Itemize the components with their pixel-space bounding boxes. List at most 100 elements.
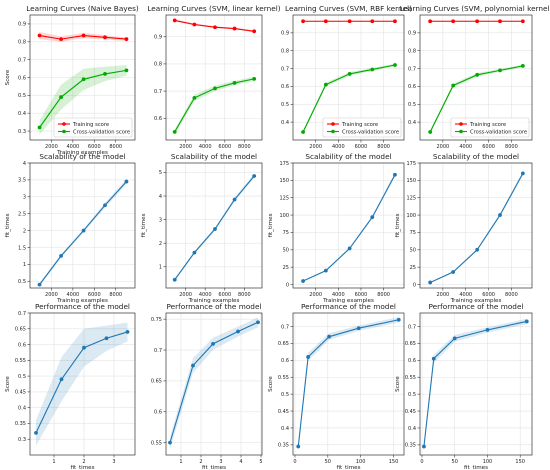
data-point [520, 19, 525, 24]
confidence-band [174, 76, 255, 135]
data-point [370, 215, 375, 220]
data-point [252, 174, 257, 178]
data-point [124, 68, 129, 73]
legend-label: Cross-validation score [470, 129, 527, 135]
data-point [428, 130, 433, 134]
data-point [211, 341, 215, 346]
confidence-band [430, 171, 523, 283]
data-point [103, 203, 107, 208]
y-axis-label: fit_times [268, 213, 274, 237]
y-axis-label: Score [268, 376, 274, 392]
x-tick-label: 150 [389, 459, 399, 465]
data-point [370, 19, 375, 24]
y-tick-label: 50 [410, 248, 416, 254]
y-tick-label: 0.4 [281, 426, 289, 432]
legend-swatch-marker [62, 129, 66, 134]
y-tick-label: 0.8 [154, 62, 162, 68]
x-tick-label: 6000 [88, 144, 101, 150]
data-point [301, 130, 305, 134]
data-point [393, 19, 397, 24]
chart-title: Performance of the model [301, 302, 396, 311]
data-point [104, 336, 109, 341]
data-point [498, 213, 502, 217]
x-tick-label: 4000 [199, 144, 212, 150]
chart-title: Performance of the model [429, 302, 524, 311]
confidence-band [423, 318, 527, 450]
x-tick-label: 2000 [45, 292, 58, 298]
x-tick-label: 1 [179, 459, 182, 465]
data-point [301, 19, 305, 24]
axes-frame [292, 14, 405, 141]
y-tick-label: 75 [410, 230, 416, 236]
data-point [103, 72, 107, 76]
plot-area [37, 178, 129, 287]
y-tick-label: 25 [410, 265, 416, 271]
y-tick-label: 100 [279, 213, 289, 219]
x-tick-label: 4000 [66, 144, 79, 150]
confidence-band [298, 317, 399, 450]
plot-area [301, 19, 397, 134]
x-tick-label: 100 [356, 459, 366, 465]
y-tick-label: 0.45 [278, 409, 289, 415]
data-point [34, 431, 38, 435]
y-tick-label: 0.45 [405, 409, 416, 415]
y-tick-label: 50 [283, 248, 289, 254]
confidence-band [170, 317, 258, 449]
data-point [498, 19, 502, 24]
y-tick-label: 1.5 [18, 245, 26, 251]
x-tick-label: 0 [420, 459, 423, 465]
x-axis-label: fit_times [336, 465, 360, 470]
y-axis-label: fit_times [141, 213, 147, 237]
x-tick-label: 8000 [109, 144, 122, 150]
x-tick-label: 8000 [377, 292, 390, 298]
x-tick-label: 2000 [309, 292, 322, 298]
y-tick-label: 0.6 [154, 410, 162, 416]
data-point [252, 29, 257, 34]
plot-area [37, 31, 129, 135]
x-tick-label: 8000 [377, 144, 390, 150]
axes-frame [165, 162, 263, 289]
y-tick-label: 0.7 [154, 89, 162, 95]
chart-title: Learning Curves (SVM, RBF kernel) [285, 4, 412, 13]
y-tick-label: 0.4 [18, 111, 26, 117]
y-tick-label: 2 [159, 241, 162, 247]
legend-swatch-marker [459, 129, 463, 134]
data-point [124, 37, 129, 42]
data-point [498, 68, 502, 73]
data-point [192, 22, 197, 27]
data-point [37, 282, 42, 287]
data-point [356, 326, 361, 331]
data-point [191, 363, 195, 368]
legend-label: Cross-validation score [73, 129, 130, 135]
data-point [232, 26, 237, 31]
x-tick-label: 2000 [179, 292, 192, 298]
y-tick-label: 0.5 [18, 374, 26, 380]
data-point [520, 171, 525, 176]
y-tick-label: 125 [279, 196, 289, 202]
series-line [302, 174, 396, 282]
axes-frame [419, 14, 533, 141]
y-tick-label: 0.55 [15, 358, 26, 364]
data-point [232, 81, 237, 85]
x-tick-label: 50 [452, 459, 458, 465]
data-point [213, 25, 217, 30]
y-tick-label: 0.3 [18, 437, 26, 443]
data-point [124, 179, 129, 184]
data-point [37, 125, 42, 130]
y-tick-label: 0.4 [281, 120, 289, 126]
plot-area [422, 318, 529, 450]
legend-label: Training score [469, 122, 506, 128]
chart-title: Scalability of the model [305, 152, 391, 161]
x-tick-label: 6000 [355, 292, 368, 298]
y-axis-label: fit_times [395, 213, 401, 237]
y-tick-label: 0.8 [281, 49, 289, 55]
data-point [168, 440, 172, 445]
axes-frame [292, 162, 405, 289]
axes-frame [419, 162, 533, 289]
x-tick-label: 8000 [238, 144, 251, 150]
data-point [301, 279, 305, 283]
chart-panel: 1 2 3 4 5 0.55 0.6 0.65 0.7 0.75 Performance of th… [151, 302, 263, 470]
data-point [451, 19, 456, 24]
chart-panel: 2000 4000 6000 8000 0.3 0.4 0.5 0.6 0.7 0.8 0.9 Lea… [5, 4, 139, 156]
y-tick-label: 0.4 [18, 405, 26, 411]
